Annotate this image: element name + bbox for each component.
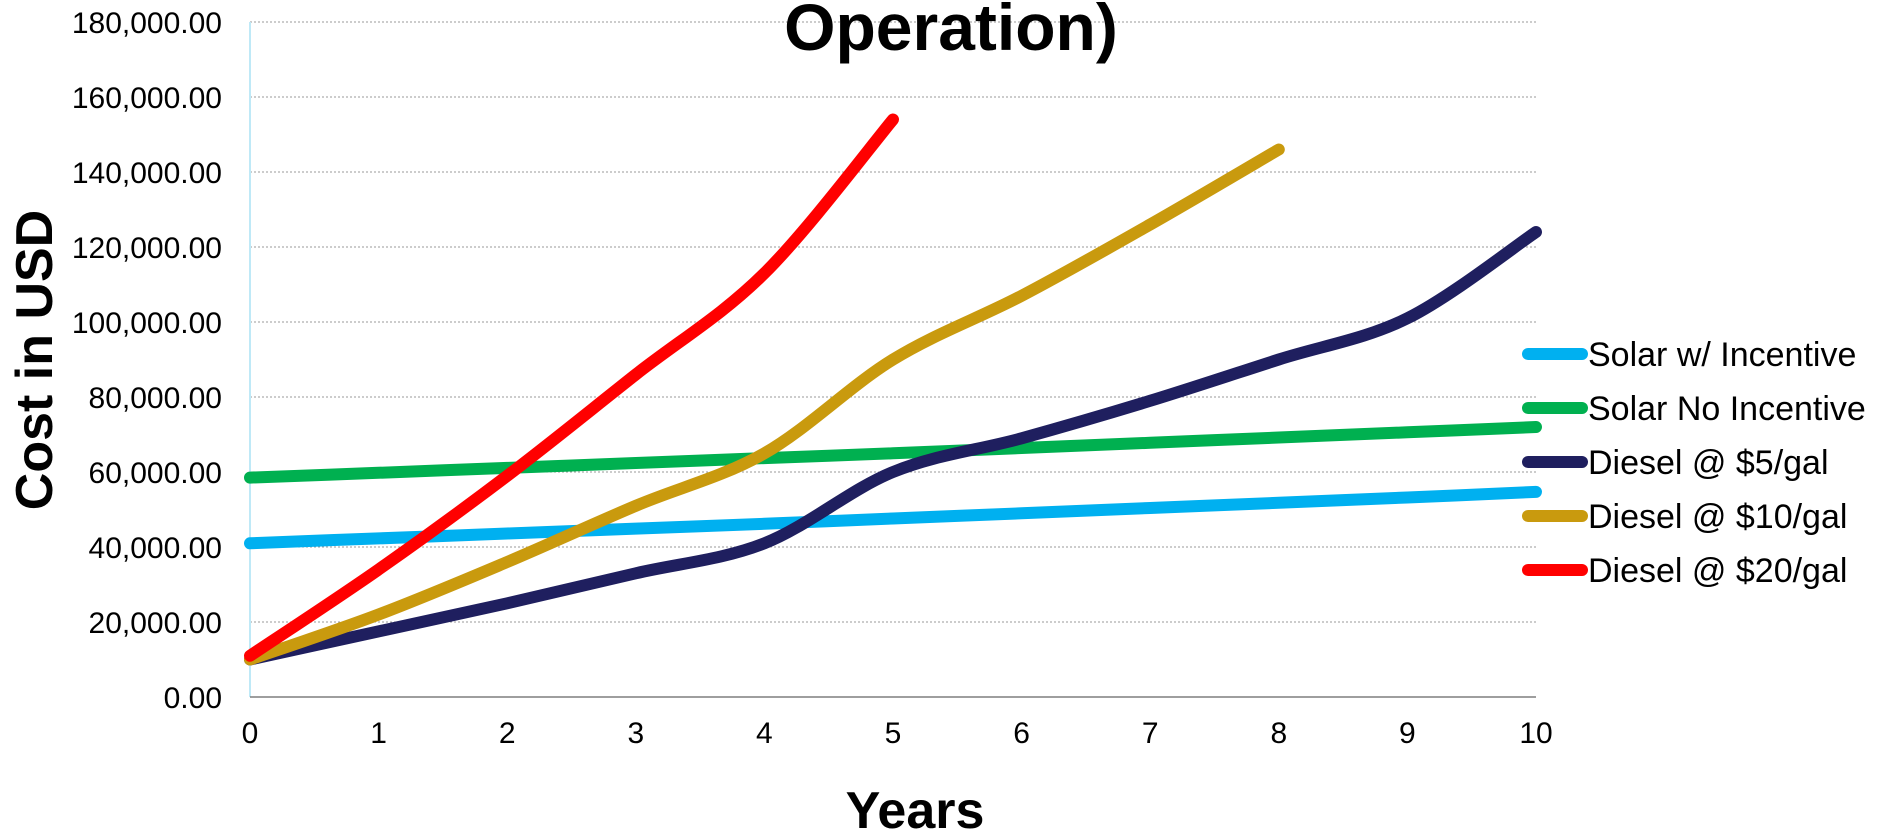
- y-tick-label: 40,000.00: [89, 532, 222, 565]
- chart-title: Operation): [784, 0, 1118, 64]
- series-lines: [244, 113, 1542, 666]
- x-tick-label: 0: [242, 717, 259, 750]
- legend-label: Diesel @ $10/gal: [1588, 498, 1847, 536]
- x-tick-label: 1: [370, 717, 387, 750]
- y-tick-label: 120,000.00: [72, 232, 222, 265]
- x-tick-label: 10: [1519, 717, 1552, 750]
- series-line-solar-no-incentive: [244, 421, 1542, 484]
- legend-label: Solar w/ Incentive: [1588, 336, 1856, 374]
- x-axis-title: Years: [846, 782, 985, 833]
- y-tick-label: 20,000.00: [89, 607, 222, 640]
- series-line-diesel-20-gal: [244, 113, 899, 662]
- x-tick-label: 4: [756, 717, 773, 750]
- x-tick-label: 6: [1013, 717, 1030, 750]
- x-tick-label: 8: [1270, 717, 1287, 750]
- x-tick-label: 2: [499, 717, 516, 750]
- y-tick-label: 80,000.00: [89, 382, 222, 415]
- x-tick-label: 5: [885, 717, 902, 750]
- x-tick-label: 7: [1142, 717, 1159, 750]
- x-tick-label: 9: [1399, 717, 1416, 750]
- y-axis-title: Cost in USD: [6, 210, 64, 510]
- x-tick-label: 3: [627, 717, 644, 750]
- y-tick-label: 60,000.00: [89, 457, 222, 490]
- legend: Solar w/ Incentive Solar No Incentive Dies…: [1522, 336, 1866, 590]
- y-tick-label: 180,000.00: [72, 7, 222, 40]
- legend-label: Solar No Incentive: [1588, 390, 1866, 428]
- series-line-diesel-5-gal: [244, 226, 1542, 666]
- legend-label: Diesel @ $20/gal: [1588, 552, 1847, 590]
- y-tick-label: 160,000.00: [72, 82, 222, 115]
- y-tick-label: 100,000.00: [72, 307, 222, 340]
- axes: [249, 22, 1536, 698]
- tick-labels: 0.00 20,000.00 40,000.00 60,000.00 80,000.00…: [72, 7, 1553, 750]
- series-line-solar-w-incentive: [244, 485, 1542, 550]
- y-tick-label: 140,000.00: [72, 157, 222, 190]
- y-tick-label: 0.00: [164, 682, 222, 715]
- legend-label: Diesel @ $5/gal: [1588, 444, 1829, 482]
- series-line-diesel-10-gal: [244, 143, 1285, 666]
